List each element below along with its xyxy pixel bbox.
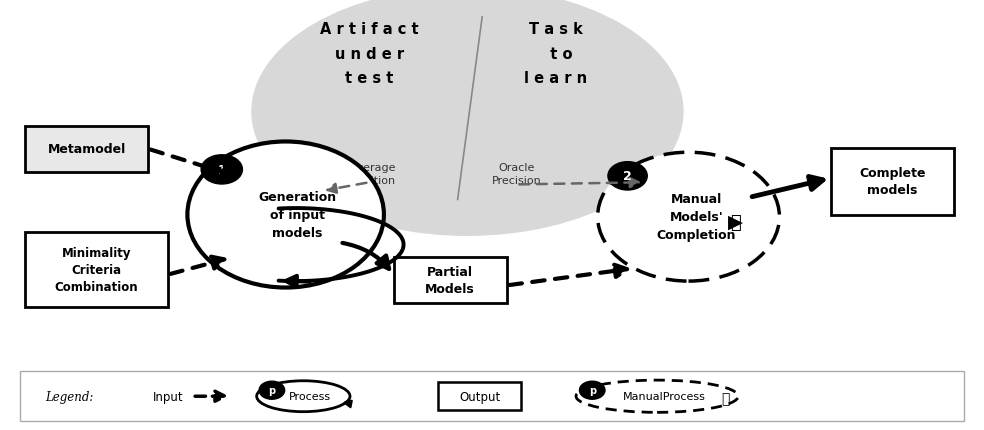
Text: Complete
models: Complete models xyxy=(859,167,926,197)
FancyBboxPatch shape xyxy=(831,148,953,215)
Text: 1: 1 xyxy=(217,163,226,176)
FancyBboxPatch shape xyxy=(21,372,963,421)
Ellipse shape xyxy=(576,380,738,412)
Text: ManualProcess: ManualProcess xyxy=(623,391,706,401)
Text: ⛹: ⛹ xyxy=(730,213,741,231)
Text: Partial
Models: Partial Models xyxy=(425,265,475,295)
Text: T a s k
  t o
l e a r n: T a s k t o l e a r n xyxy=(524,22,587,86)
Ellipse shape xyxy=(201,155,242,184)
Text: Coverage
Definition: Coverage Definition xyxy=(342,163,397,186)
Ellipse shape xyxy=(608,162,647,190)
FancyBboxPatch shape xyxy=(394,258,507,303)
FancyBboxPatch shape xyxy=(26,127,148,172)
FancyBboxPatch shape xyxy=(26,232,167,307)
Ellipse shape xyxy=(251,0,684,237)
Text: Legend:: Legend: xyxy=(45,390,93,403)
Text: Process: Process xyxy=(289,391,332,401)
FancyBboxPatch shape xyxy=(438,383,522,411)
Text: Metamodel: Metamodel xyxy=(47,143,126,156)
Ellipse shape xyxy=(259,381,284,399)
Ellipse shape xyxy=(580,381,605,399)
Text: Generation
of input
models: Generation of input models xyxy=(259,190,337,240)
Text: Manual
Models'
Completion: Manual Models' Completion xyxy=(656,193,736,242)
Text: A r t i f a c t
u n d e r
t e s t: A r t i f a c t u n d e r t e s t xyxy=(320,22,418,86)
Text: 2: 2 xyxy=(623,170,632,183)
Text: Input: Input xyxy=(153,390,184,403)
Text: p: p xyxy=(588,385,595,395)
Ellipse shape xyxy=(597,153,779,282)
Text: ▶: ▶ xyxy=(728,212,743,231)
Text: Oracle
Precision: Oracle Precision xyxy=(492,163,541,186)
Text: Minimality
Criteria
Combination: Minimality Criteria Combination xyxy=(55,246,139,293)
Text: p: p xyxy=(269,385,276,395)
Ellipse shape xyxy=(187,142,384,288)
Text: Output: Output xyxy=(460,390,500,403)
Ellipse shape xyxy=(257,381,350,412)
Text: ⛹: ⛹ xyxy=(721,391,730,405)
